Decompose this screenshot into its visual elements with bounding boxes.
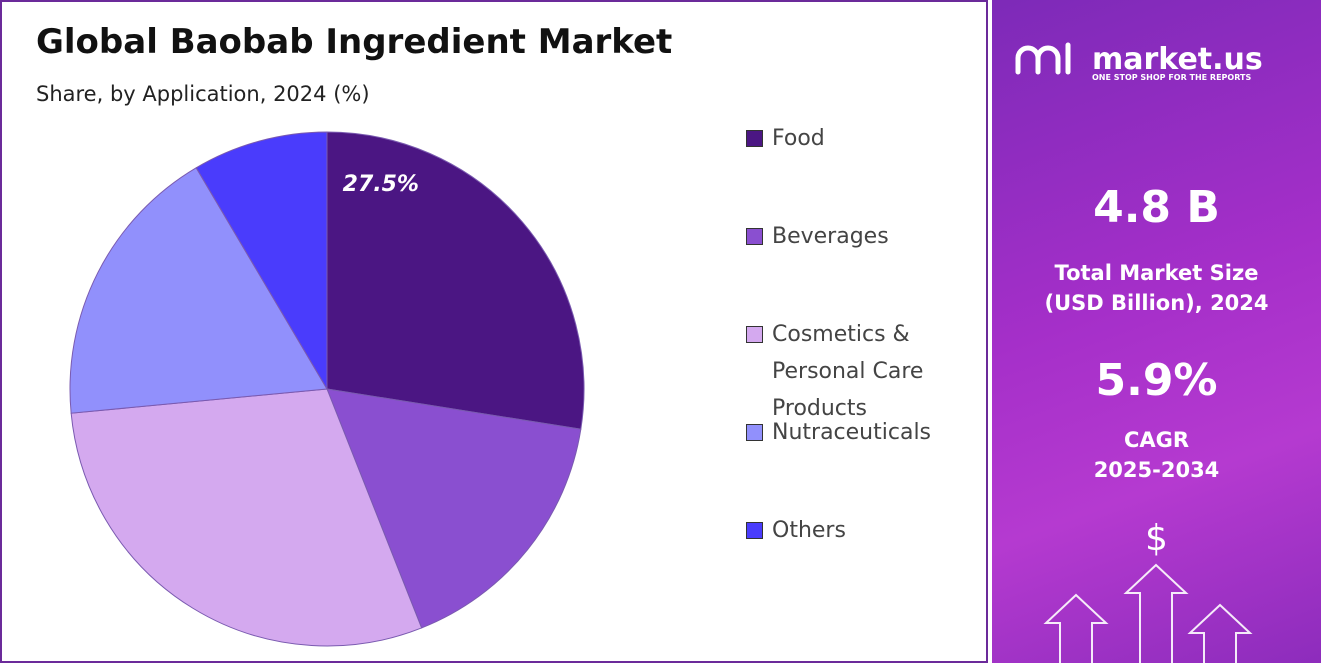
cagr-label: CAGR	[1123, 428, 1190, 452]
pie-slice	[195, 131, 328, 391]
cagr-label: 2025-2034	[1093, 458, 1220, 482]
legend-label: Beverages	[772, 224, 889, 249]
chart-panel: Global Baobab Ingredient Market Share, b…	[0, 0, 988, 663]
legend-item: Others	[746, 512, 972, 549]
side-panel: market.us ONE STOP SHOP FOR THE REPORTS …	[992, 0, 1321, 663]
brand: market.us	[1092, 42, 1263, 77]
legend-item: Nutraceuticals	[746, 414, 972, 451]
tagline: ONE STOP SHOP FOR THE REPORTS	[1092, 73, 1252, 82]
legend-label: Nutraceuticals	[772, 420, 932, 445]
value-label: 27.5%	[343, 172, 419, 197]
market-size: 4.8 B	[1093, 182, 1220, 233]
market-size-label: Total Market Size	[1054, 261, 1259, 285]
pie-slice	[69, 167, 328, 414]
dollar-icon: $	[1145, 518, 1168, 559]
legend-label: Cosmetics & Personal Care Products	[772, 322, 924, 421]
legend-swatch	[746, 130, 763, 147]
legend-label: Others	[772, 518, 846, 543]
arrows	[1043, 563, 1253, 663]
decor	[1015, 42, 1253, 663]
pie-slice	[70, 388, 423, 647]
logo-icon	[1015, 42, 1071, 75]
cagr: 5.9%	[1095, 355, 1218, 406]
market-size-label: (USD Billion), 2024	[1044, 291, 1269, 315]
pie-slice	[326, 388, 582, 629]
legend-swatch	[746, 522, 763, 539]
legend-swatch	[746, 326, 763, 343]
legend-item: Food	[746, 120, 972, 157]
legend-item: Beverages	[746, 218, 972, 255]
legend-swatch	[746, 228, 763, 245]
legend-label: Food	[772, 126, 825, 151]
pie-slice	[326, 131, 585, 430]
chart-title: Global Baobab Ingredient Market	[36, 22, 673, 62]
chart-subtitle: Share, by Application, 2024 (%)	[36, 82, 370, 106]
pie-chart: 27.5%	[69, 131, 585, 647]
legend-item: Cosmetics & Personal Care Products	[746, 316, 972, 427]
legend-swatch	[746, 424, 763, 441]
